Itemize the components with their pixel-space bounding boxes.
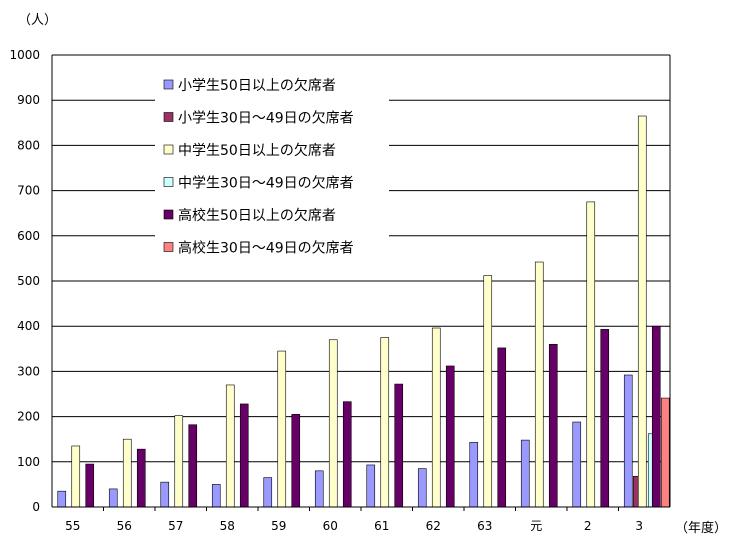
bar	[314, 470, 324, 508]
x-tick-label: 63	[477, 519, 492, 533]
y-tick-label: 500	[17, 274, 40, 288]
legend-swatch	[163, 209, 174, 220]
x-tick-label: 2	[584, 519, 592, 533]
bar	[483, 275, 493, 508]
bar	[188, 424, 198, 508]
bar	[637, 115, 647, 508]
legend-swatch	[163, 177, 174, 187]
bar	[85, 463, 95, 508]
bar	[122, 438, 132, 508]
legend-swatch	[163, 112, 174, 122]
bar	[394, 383, 404, 508]
bar	[586, 201, 596, 508]
bar	[108, 488, 118, 508]
x-tick-label: 55	[65, 519, 80, 533]
legend-swatch	[163, 144, 174, 155]
bar	[600, 329, 610, 508]
bar	[291, 414, 301, 508]
y-tick-label: 600	[17, 229, 40, 243]
x-tick-label: 58	[220, 519, 235, 533]
x-tick-label: 57	[168, 519, 183, 533]
y-tick-label: 1000	[9, 48, 40, 62]
x-tick-label: 元	[530, 519, 542, 533]
y-tick-label: 200	[17, 410, 40, 424]
legend-swatch	[163, 79, 174, 90]
bars	[57, 115, 670, 511]
x-tick-label: 61	[374, 519, 389, 533]
bar	[534, 261, 544, 508]
bar	[225, 384, 235, 508]
bar	[71, 445, 81, 508]
bar	[497, 347, 507, 508]
axes	[51, 55, 671, 508]
bar	[342, 401, 352, 508]
bar	[277, 350, 287, 508]
y-tick-labels: 0 100 200 300 400 500 600 700 800 900 1000	[9, 48, 40, 514]
legend-label: 中学生30日～49日の欠席者	[178, 176, 354, 192]
bar	[660, 397, 670, 508]
y-tick-label: 800	[17, 138, 40, 152]
x-tick-label: 59	[271, 519, 286, 533]
y-tick-label: 300	[17, 364, 40, 378]
legend-box	[155, 66, 389, 261]
legend-swatch	[163, 242, 174, 252]
bar	[651, 325, 661, 508]
x-tick-labels: 55 56 57 58 59 60 61 62 63 元 2 3	[65, 519, 643, 533]
y-axis-unit: （人）	[18, 13, 57, 28]
x-tick-label: 62	[426, 519, 441, 533]
bar	[366, 464, 376, 508]
y-tick-label: 900	[17, 93, 40, 107]
bar	[572, 421, 582, 508]
bar	[263, 477, 273, 508]
y-tick-label: 0	[32, 500, 40, 514]
y-tick-label: 100	[17, 455, 40, 469]
bar	[57, 490, 67, 508]
bar	[380, 337, 390, 508]
y-tick-label: 700	[17, 184, 40, 198]
legend-label: 小学生50日以上の欠席者	[178, 78, 336, 94]
bar	[136, 448, 146, 508]
bar	[431, 327, 441, 508]
x-tick-label: 60	[323, 519, 338, 533]
bar	[520, 439, 530, 508]
bar	[417, 468, 427, 508]
bar	[239, 403, 249, 508]
bar	[445, 365, 455, 508]
bar	[174, 415, 184, 508]
x-tick-label: 56	[117, 519, 132, 533]
bar	[548, 343, 558, 508]
bar	[623, 374, 633, 508]
bar	[160, 481, 170, 508]
x-axis-unit: （年度）	[675, 520, 727, 536]
legend: 小学生50日以上の欠席者小学生30日～49日の欠席者中学生50日以上の欠席者中学…	[155, 66, 389, 261]
bar	[469, 442, 479, 508]
legend-label: 中学生50日以上の欠席者	[178, 143, 336, 159]
bar	[211, 484, 221, 508]
y-tick-label: 400	[17, 319, 40, 333]
legend-label: 高校生50日以上の欠席者	[178, 207, 336, 224]
legend-label: 高校生30日～49日の欠席者	[178, 240, 354, 257]
x-tick-label: 3	[635, 519, 643, 533]
bar	[328, 339, 338, 508]
legend-label: 小学生30日～49日の欠席者	[178, 111, 354, 127]
